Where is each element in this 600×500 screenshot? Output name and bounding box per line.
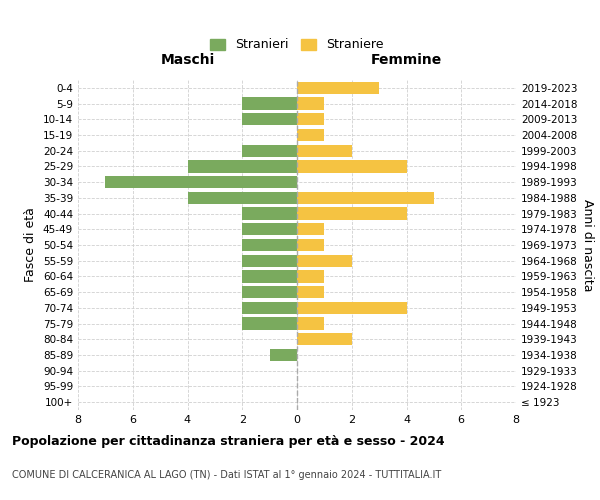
Bar [242,254,297,267]
Bar [242,302,297,314]
Bar [242,239,297,251]
Bar [297,192,434,204]
Bar [242,270,297,282]
Text: Maschi: Maschi [160,53,215,67]
Bar [269,349,297,361]
Bar [297,82,379,94]
Y-axis label: Fasce di età: Fasce di età [25,208,37,282]
Bar [297,160,407,172]
Text: Femmine: Femmine [371,53,442,67]
Text: COMUNE DI CALCERANICA AL LAGO (TN) - Dati ISTAT al 1° gennaio 2024 - TUTTITALIA.: COMUNE DI CALCERANICA AL LAGO (TN) - Dat… [12,470,441,480]
Bar [297,239,325,251]
Bar [106,176,297,188]
Bar [242,113,297,126]
Legend: Stranieri, Straniere: Stranieri, Straniere [205,34,389,56]
Bar [297,302,407,314]
Bar [187,160,297,172]
Text: Popolazione per cittadinanza straniera per età e sesso - 2024: Popolazione per cittadinanza straniera p… [12,435,445,448]
Bar [297,318,325,330]
Bar [297,270,325,282]
Bar [187,192,297,204]
Bar [242,208,297,220]
Bar [242,223,297,235]
Y-axis label: Anni di nascita: Anni di nascita [581,198,594,291]
Bar [297,144,352,157]
Bar [242,144,297,157]
Bar [297,223,325,235]
Bar [297,333,352,345]
Bar [297,286,325,298]
Bar [297,129,325,141]
Bar [297,254,352,267]
Bar [297,113,325,126]
Bar [242,286,297,298]
Bar [242,318,297,330]
Bar [297,208,407,220]
Bar [242,98,297,110]
Bar [297,98,325,110]
